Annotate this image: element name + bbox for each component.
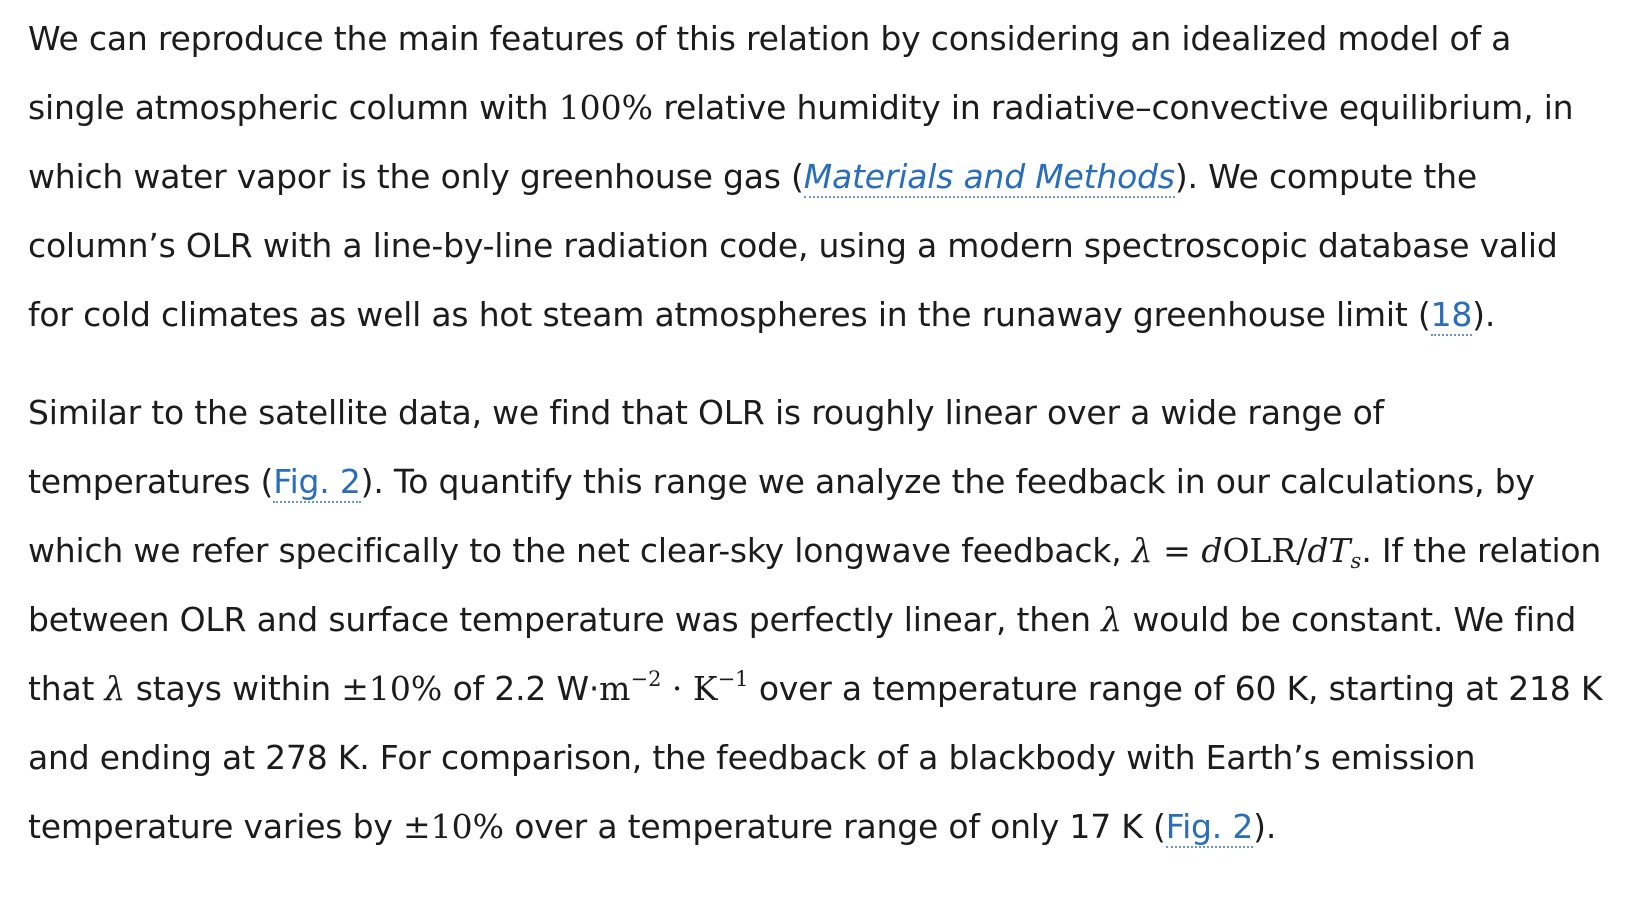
- text-line: temperatures (Fig. 2). To quantify this …: [28, 447, 1642, 516]
- text-span: that: [28, 669, 105, 708]
- text-span: ). We compute the: [1174, 157, 1477, 196]
- text-span: would be constant. We find: [1122, 600, 1577, 639]
- math-superscript: −1: [717, 667, 749, 691]
- math-plus-minus-ten: ±10%: [341, 669, 443, 708]
- text-line: and ending at 278 K. For comparison, the…: [28, 723, 1642, 792]
- text-span: and ending at 278 K. For comparison, the…: [28, 738, 1476, 777]
- text-span: We can reproduce the main features of th…: [28, 19, 1512, 58]
- text-span: stays within: [125, 669, 342, 708]
- paragraph-feedback-analysis: Similar to the satellite data, we find t…: [28, 378, 1642, 861]
- math-unit-k: · K: [661, 669, 718, 708]
- text-span: temperatures (: [28, 462, 274, 501]
- math-superscript: −2: [630, 667, 662, 691]
- math-lambda-def: λ = d: [1131, 531, 1223, 570]
- text-span: over a temperature range of only 17 K (: [503, 807, 1166, 846]
- math-olr: OLR/: [1222, 531, 1308, 570]
- materials-methods-link[interactable]: Materials and Methods: [803, 157, 1175, 198]
- text-span: temperature varies by: [28, 807, 403, 846]
- text-span: between OLR and surface temperature was …: [28, 600, 1102, 639]
- text-line: between OLR and surface temperature was …: [28, 585, 1642, 654]
- text-line: temperature varies by ±10% over a temper…: [28, 792, 1642, 861]
- math-subscript-s: s: [1350, 549, 1362, 573]
- text-line: for cold climates as well as hot steam a…: [28, 280, 1642, 349]
- text-span: single atmospheric column with: [28, 88, 559, 127]
- math-unit-m: m: [599, 669, 631, 708]
- text-span: of 2.2 W·: [442, 669, 600, 708]
- text-line: single atmospheric column with 100% rela…: [28, 73, 1642, 142]
- figure-2-link[interactable]: Fig. 2: [1165, 807, 1254, 848]
- text-line: which we refer specifically to the net c…: [28, 516, 1642, 585]
- text-line: which water vapor is the only greenhouse…: [28, 142, 1642, 211]
- text-line: Similar to the satellite data, we find t…: [28, 378, 1642, 447]
- math-plus-minus-ten: ±10%: [402, 807, 504, 846]
- text-line: column’s OLR with a line-by-line radiati…: [28, 211, 1642, 280]
- text-span: ).: [1253, 807, 1277, 846]
- text-span: column’s OLR with a line-by-line radiati…: [28, 226, 1558, 265]
- article-body: We can reproduce the main features of th…: [0, 4, 1642, 861]
- text-span: which water vapor is the only greenhouse…: [28, 157, 804, 196]
- text-line: that λ stays within ±10% of 2.2 W·m−2 · …: [28, 654, 1642, 723]
- text-span: ). To quantify this range we analyze the…: [360, 462, 1535, 501]
- math-dts: dT: [1307, 531, 1351, 570]
- reference-18-link[interactable]: 18: [1430, 295, 1473, 336]
- text-line: We can reproduce the main features of th…: [28, 4, 1642, 73]
- text-span: which we refer specifically to the net c…: [28, 531, 1132, 570]
- text-span: over a temperature range of 60 K, starti…: [748, 669, 1603, 708]
- text-span: ).: [1472, 295, 1496, 334]
- figure-2-link[interactable]: Fig. 2: [273, 462, 361, 503]
- text-span: Similar to the satellite data, we find t…: [28, 393, 1384, 432]
- math-lambda: λ: [104, 669, 126, 708]
- text-span: relative humidity in radiative–convectiv…: [653, 88, 1574, 127]
- math-humidity: 100%: [558, 88, 654, 127]
- text-span: . If the relation: [1361, 531, 1602, 570]
- math-lambda: λ: [1101, 600, 1123, 639]
- text-span: for cold climates as well as hot steam a…: [28, 295, 1431, 334]
- paragraph-model-description: We can reproduce the main features of th…: [28, 4, 1642, 349]
